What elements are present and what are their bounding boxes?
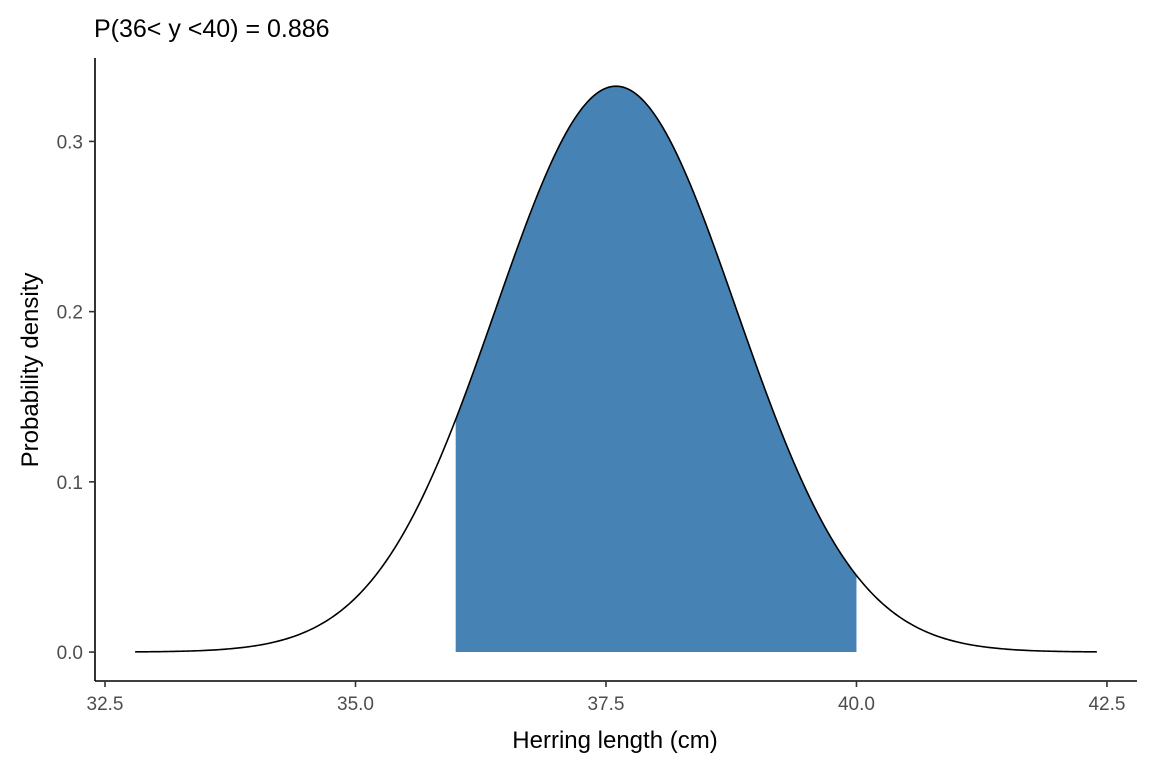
x-axis-ticks: 32.5 35.0 37.5 40.0 42.5 [87, 681, 1125, 715]
y-tick-label: 0.3 [57, 132, 83, 153]
shaded-probability-area [455, 86, 857, 653]
x-tick-label: 32.5 [87, 694, 124, 715]
density-curve [135, 85, 1097, 653]
x-tick-label: 37.5 [587, 694, 624, 715]
x-axis-title: Herring length (cm) [512, 727, 717, 754]
y-axis-ticks: 0.0 0.1 0.2 0.3 [57, 132, 95, 664]
plot-area [135, 85, 1097, 653]
y-tick-label: 0.2 [57, 303, 83, 324]
y-tick-label: 0.1 [57, 473, 83, 494]
x-tick-label: 42.5 [1088, 694, 1125, 715]
x-tick-label: 40.0 [838, 694, 875, 715]
y-axis-title: Probability density [17, 273, 44, 468]
chart-title: P(36< y <40) = 0.886 [94, 15, 330, 43]
x-tick-label: 35.0 [337, 694, 374, 715]
y-tick-label: 0.0 [57, 643, 83, 664]
